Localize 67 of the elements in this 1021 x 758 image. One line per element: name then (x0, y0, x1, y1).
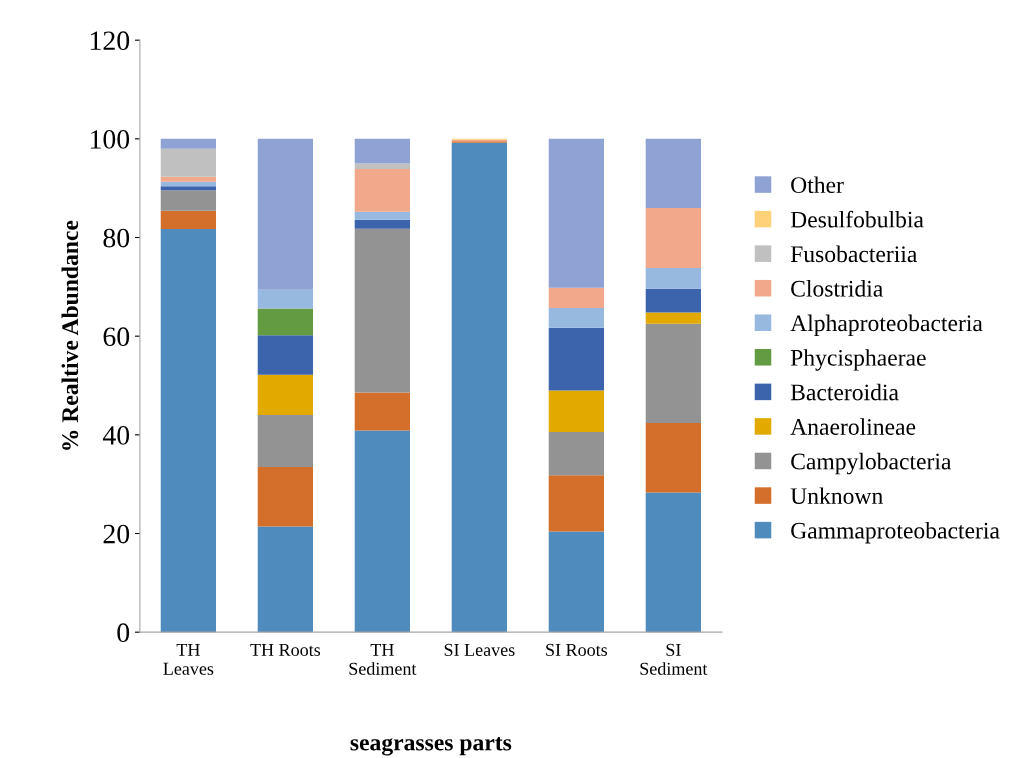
legend-label: Alphaproteobacteria (790, 314, 983, 337)
bar (257, 526, 314, 633)
y-axis-title: % Realtive Abundance (61, 220, 79, 450)
bar (257, 138, 314, 290)
bar (257, 289, 314, 309)
bar (160, 176, 217, 182)
bar (548, 390, 604, 432)
bar (645, 138, 701, 208)
y-tick-label: 40 (102, 426, 130, 445)
x-tick-label: SI Roots (546, 643, 608, 656)
bar (548, 531, 604, 633)
legend-label: Fusobacteriia (790, 245, 918, 263)
legend-label: Unknown (790, 487, 883, 505)
legend-label: Desulfobulbia (790, 210, 924, 228)
bar (257, 335, 314, 375)
bar (645, 207, 701, 269)
x-tick-label: TH Leaves (163, 643, 214, 675)
x-tick-label: SI Leaves (444, 643, 515, 656)
bar (354, 168, 411, 212)
bar (354, 228, 411, 393)
x-tick-label: TH Sediment (349, 643, 417, 675)
bar (354, 211, 411, 220)
x-tick-label: SI Sediment (640, 643, 708, 675)
bar (160, 210, 217, 230)
y-tick-label: 80 (103, 228, 130, 248)
bar (548, 327, 604, 391)
bar (548, 475, 604, 532)
bar (645, 423, 701, 493)
bar (257, 466, 314, 527)
bar (645, 288, 701, 313)
bar (160, 186, 217, 191)
bar (645, 312, 701, 324)
bar (160, 181, 217, 187)
legend-label: Bacteroidia (790, 383, 899, 401)
bar (548, 138, 604, 288)
bar (160, 138, 217, 149)
bar (257, 415, 314, 467)
legend-label: Phycisphaerae (790, 349, 926, 371)
bar (354, 430, 411, 633)
y-tick-label: 100 (90, 130, 130, 149)
y-tick-label: 120 (90, 31, 130, 51)
bar (548, 431, 604, 476)
bar (354, 163, 411, 169)
legend-label: Anaerolineae (790, 418, 916, 435)
bar (548, 308, 604, 328)
legend-label: Other (791, 176, 844, 194)
bar (645, 492, 701, 633)
bar (354, 219, 411, 229)
y-tick-label: 60 (103, 327, 130, 347)
bar (257, 374, 314, 416)
legend-label: Clostridia (791, 280, 883, 297)
bar (160, 190, 217, 211)
bar (257, 308, 314, 336)
y-tick-label: 0 (117, 623, 130, 643)
bar (645, 323, 701, 423)
bar (354, 392, 411, 431)
y-tick-label: 20 (103, 524, 130, 544)
x-axis-title: seagrasses parts (350, 737, 512, 756)
bar (548, 287, 604, 309)
x-tick-label: TH Roots (250, 643, 321, 656)
legend-label: Campylobacteria (791, 452, 952, 475)
bar (160, 148, 217, 177)
bar (160, 229, 217, 633)
bar (645, 268, 701, 289)
bar (451, 142, 507, 633)
legend-label: Gammaproteobacteria (791, 522, 1000, 544)
bar (354, 138, 411, 164)
